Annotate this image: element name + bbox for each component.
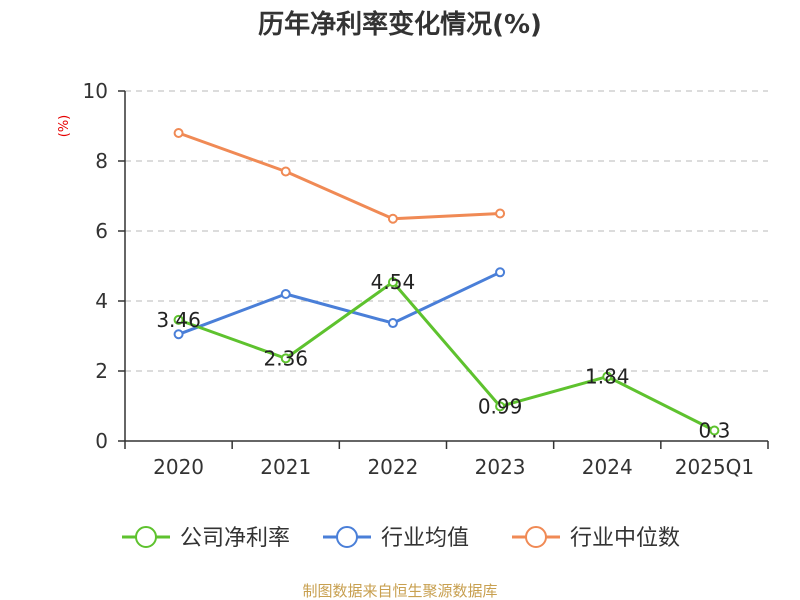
data-point bbox=[387, 277, 398, 288]
x-tick-label: 2024 bbox=[582, 455, 633, 479]
data-point bbox=[280, 166, 291, 177]
data-label: 0.99 bbox=[478, 394, 523, 418]
x-tick-label: 2020 bbox=[153, 455, 204, 479]
legend-marker bbox=[336, 526, 358, 548]
data-point bbox=[173, 329, 184, 340]
y-tick-label: 4 bbox=[95, 289, 108, 313]
data-point bbox=[173, 314, 184, 325]
data-label: 1.84 bbox=[585, 365, 630, 389]
legend-label: 行业均值 bbox=[381, 526, 469, 551]
y-tick-label: 0 bbox=[95, 429, 108, 453]
data-point bbox=[387, 318, 398, 329]
chart-title: 历年净利率变化情况(%) bbox=[258, 9, 542, 40]
series-line-3 bbox=[178, 131, 501, 221]
data-label: 4.54 bbox=[371, 270, 416, 294]
legend-item-3[interactable]: 行业中位数 bbox=[512, 526, 680, 551]
axes: 0 2 4 6 8 10 2020 2021 2022 2023 2024 2025Q1 bbox=[83, 79, 769, 479]
legend[interactable]: 公司净利率 行业均值 行业中位数 bbox=[122, 526, 680, 551]
legend-item-2[interactable]: 行业均值 bbox=[323, 526, 469, 551]
data-point bbox=[495, 208, 506, 219]
data-labels: 3.46 2.36 4.54 0.99 1.84 0.3 bbox=[156, 270, 730, 442]
data-point bbox=[495, 267, 506, 278]
data-point bbox=[602, 371, 613, 382]
data-point bbox=[387, 213, 398, 224]
source-note: 制图数据来自恒生聚源数据库 bbox=[302, 582, 497, 600]
x-tick-label: 2023 bbox=[475, 455, 526, 479]
legend-label: 公司净利率 bbox=[180, 526, 290, 551]
grid-lines bbox=[125, 90, 768, 372]
data-label: 3.46 bbox=[156, 308, 201, 332]
data-point bbox=[709, 425, 720, 436]
series-line-1 bbox=[178, 280, 716, 432]
data-label: 2.36 bbox=[263, 346, 308, 370]
series-layer bbox=[173, 128, 720, 436]
data-point bbox=[173, 128, 184, 138]
x-tick-label: 2025Q1 bbox=[675, 455, 754, 479]
data-point bbox=[280, 353, 291, 364]
data-label: 0.3 bbox=[699, 419, 731, 443]
y-tick-label: 2 bbox=[95, 359, 108, 383]
y-tick-label: 6 bbox=[95, 219, 108, 243]
series-line-2 bbox=[178, 270, 501, 336]
data-point bbox=[280, 289, 291, 299]
x-tick-label: 2021 bbox=[260, 455, 311, 479]
legend-item-1[interactable]: 公司净利率 bbox=[122, 526, 290, 551]
data-point bbox=[495, 401, 506, 412]
y-tick-label: 10 bbox=[83, 79, 108, 103]
y-tick-label: 8 bbox=[95, 149, 108, 173]
y-axis-unit: (%) bbox=[57, 115, 72, 138]
x-tick-label: 2022 bbox=[367, 455, 418, 479]
legend-marker bbox=[135, 526, 157, 548]
legend-label: 行业中位数 bbox=[570, 526, 680, 551]
legend-marker bbox=[525, 526, 547, 548]
